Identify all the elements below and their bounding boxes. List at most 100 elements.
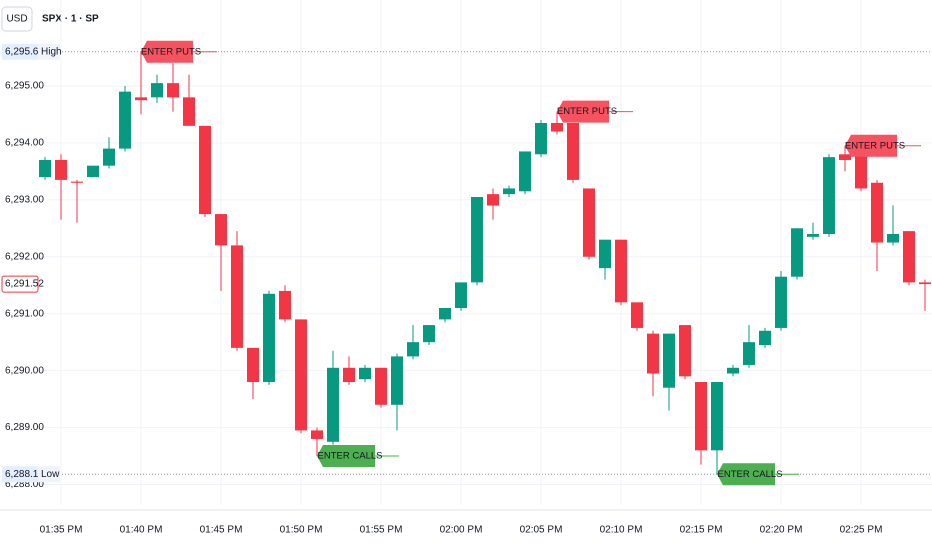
x-tick-label: 01:55 PM: [360, 525, 403, 536]
currency: USD: [6, 14, 27, 25]
candle-body: [871, 182, 883, 243]
candle-body: [279, 290, 291, 320]
candle-body: [39, 159, 51, 178]
candle-body: [167, 83, 179, 98]
candle-body: [839, 154, 851, 160]
signal-box: [717, 463, 775, 486]
candle-body: [231, 245, 243, 348]
x-tick-label: 01:35 PM: [40, 525, 83, 536]
candle-body: [471, 196, 483, 283]
candle-body: [215, 214, 227, 246]
high_marker-label: 6,295.60: [5, 46, 44, 57]
candle-body: [183, 97, 195, 126]
signal-label: ENTER PUTS: [557, 106, 617, 117]
signal-box: [845, 134, 897, 157]
candle-body: [343, 367, 355, 383]
candle-body: [663, 333, 675, 388]
signal-label: ENTER CALLS: [718, 469, 783, 480]
candle-body: [855, 154, 867, 189]
candle-body: [743, 342, 755, 365]
low_marker-tag-box: [38, 466, 60, 483]
candle-body: [87, 165, 99, 178]
candle-body: [439, 308, 451, 320]
candle-body: [823, 157, 835, 234]
candle-body: [711, 382, 723, 451]
high_marker-tag: High: [41, 46, 62, 57]
low_marker-tag: Low: [41, 469, 60, 480]
candle-body: [583, 188, 595, 257]
candle-body: [535, 122, 547, 155]
x-tick-label: 01:45 PM: [200, 525, 243, 536]
candle-body: [791, 228, 803, 277]
x-tick-label: 01:50 PM: [280, 525, 323, 536]
candle-body: [615, 239, 627, 303]
y-tick-label: 6,293.00: [5, 194, 44, 205]
low_marker-box: [2, 466, 38, 483]
candle-body: [631, 302, 643, 328]
candle-body: [103, 148, 115, 166]
signal-box: [141, 40, 193, 63]
candle-body: [407, 342, 419, 357]
candle-body: [295, 319, 307, 431]
candle-body: [151, 83, 163, 98]
x-tick-label: 02:00 PM: [440, 525, 483, 536]
candle-body: [919, 282, 931, 285]
chart-title: SPX · 1 · SP: [42, 14, 99, 25]
signal-label: ENTER PUTS: [141, 46, 201, 57]
candle-body: [503, 188, 515, 195]
candle-body: [135, 97, 147, 101]
x-tick-label: 02:15 PM: [680, 525, 723, 536]
candle-body: [55, 159, 67, 180]
candle-body: [759, 330, 771, 346]
candle-body: [327, 367, 339, 442]
last-price-label: 6,291.52: [5, 279, 44, 290]
x-tick-label: 01:40 PM: [120, 525, 163, 536]
last-price-box: [1, 275, 39, 293]
currency-box[interactable]: [1, 6, 33, 32]
signal-label: ENTER CALLS: [318, 451, 383, 462]
candle-body: [679, 325, 691, 377]
y-tick-label: 6,295.00: [5, 81, 44, 92]
signal-box: [317, 445, 375, 468]
candle-body: [903, 231, 915, 283]
candle-body: [695, 382, 707, 451]
candle-body: [423, 325, 435, 343]
candle-body: [887, 233, 899, 243]
y-tick-label: 6,289.00: [5, 422, 44, 433]
y-tick-label: 6,291.00: [5, 308, 44, 319]
high_marker-tag-box: [38, 43, 60, 60]
candle-body: [199, 125, 211, 215]
signal-label: ENTER PUTS: [845, 140, 905, 151]
candle-body: [311, 430, 323, 439]
candle-body: [519, 151, 531, 192]
candle-body: [487, 194, 499, 206]
candle-body: [359, 367, 371, 380]
candle-body: [599, 239, 611, 269]
x-tick-label: 02:20 PM: [760, 525, 803, 536]
y-tick-label: 6,290.00: [5, 365, 44, 376]
candle-body: [247, 347, 259, 383]
candle-body: [119, 91, 131, 149]
candle-body: [727, 367, 739, 374]
candle-body: [807, 233, 819, 237]
candle-body: [391, 356, 403, 405]
candle-body: [375, 367, 387, 405]
high_marker-box: [2, 43, 38, 60]
x-tick-label: 02:05 PM: [520, 525, 563, 536]
candle-body: [455, 282, 467, 309]
x-tick-label: 02:25 PM: [840, 525, 883, 536]
candle-body: [775, 276, 787, 328]
candle-body: [71, 181, 83, 183]
x-tick-label: 02:10 PM: [600, 525, 643, 536]
candle-body: [551, 122, 563, 132]
y-tick-label: 6,288.00: [5, 479, 44, 490]
y-tick-label: 6,294.00: [5, 138, 44, 149]
signal-box: [557, 100, 609, 123]
candle-body: [567, 122, 579, 180]
low_marker-label: 6,288.18: [5, 469, 44, 480]
candle-body: [263, 293, 275, 383]
y-tick-label: 6,292.00: [5, 251, 44, 262]
candle-body: [647, 333, 659, 374]
